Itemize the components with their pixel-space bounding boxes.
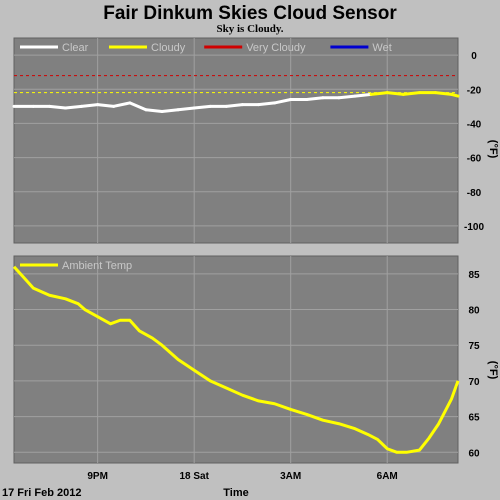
- ambient-y-tick-label: 65: [468, 413, 480, 424]
- sky-temp-panel: Clear Cloudy Very Cloudy Wet 0 -20 -40 -60 -80 -…: [12, 37, 499, 244]
- sky-temp-segment: [144, 108, 164, 113]
- sky-temp-segment: [369, 91, 389, 96]
- sky-temp-segment: [160, 108, 180, 113]
- x-tick-label: 3AM: [280, 471, 301, 482]
- sky-thresholds: [14, 75, 458, 94]
- sky-y-axis-label: (°F): [487, 140, 499, 159]
- x-tick-label: 18 Sat: [179, 471, 209, 482]
- x-axis-label: Time: [223, 487, 248, 499]
- sky-y-ticks: 0 -20 -40 -60 -80 -100: [464, 51, 484, 233]
- sky-temp-segment: [273, 98, 293, 105]
- legend-label-wet: Wet: [372, 42, 391, 54]
- sky-temp-segment: [385, 91, 405, 96]
- ambient-series: [12, 265, 460, 454]
- ambient-plot-area: [13, 255, 459, 464]
- ambient-y-tick-label: 60: [468, 448, 480, 459]
- ambient-y-axis-label: (°F): [487, 361, 499, 380]
- legend-label-clear: Clear: [62, 42, 89, 54]
- sky-temp-segment: [257, 101, 277, 107]
- ambient-legend: Ambient Temp: [20, 260, 132, 272]
- sky-y-tick-label: -20: [467, 85, 482, 96]
- sky-y-tick-label: -60: [467, 154, 482, 165]
- legend-label-ambient-temp: Ambient Temp: [62, 260, 132, 272]
- sky-temp-segment: [47, 104, 67, 110]
- sky-temp-segment: [224, 103, 244, 108]
- ambient-y-ticks: 85 80 75 70 65 60: [468, 270, 480, 459]
- chart-subtitle: Sky is Cloudy.: [217, 23, 284, 35]
- sky-y-tick-label: 0: [471, 51, 477, 62]
- sky-plot-area: [13, 37, 459, 244]
- sky-temp-segment: [305, 96, 325, 101]
- sky-temp-segment: [63, 104, 84, 110]
- sky-temp-segment: [433, 91, 454, 96]
- sky-temp-segment: [450, 92, 460, 98]
- sky-temp-segment: [192, 104, 212, 110]
- legend-label-very-cloudy: Very Cloudy: [246, 42, 306, 54]
- ambient-temp-panel: Ambient Temp 85 80 75 70 65 60 (°F): [12, 255, 499, 464]
- x-ticks: 9PM 18 Sat 3AM 6AM: [87, 471, 397, 482]
- ambient-y-tick-label: 80: [468, 306, 480, 317]
- sky-y-tick-label: -40: [467, 119, 482, 130]
- sky-series: [12, 91, 460, 113]
- sky-temp-segment: [128, 101, 148, 112]
- ambient-y-tick-label: 75: [468, 341, 480, 352]
- sky-y-tick-label: -80: [467, 188, 482, 199]
- ambient-y-tick-label: 85: [468, 270, 480, 281]
- legend-label-cloudy: Cloudy: [151, 42, 186, 54]
- ambient-y-tick-label: 70: [468, 377, 480, 388]
- sky-legend: Clear Cloudy Very Cloudy Wet: [20, 42, 392, 54]
- x-tick-label: 6AM: [377, 471, 398, 482]
- x-tick-label: 9PM: [87, 471, 108, 482]
- sky-temp-segment: [96, 103, 116, 108]
- chart-title: Fair Dinkum Skies Cloud Sensor: [103, 3, 397, 24]
- sky-y-tick-label: -100: [464, 222, 484, 233]
- date-label: 17 Fri Feb 2012: [2, 487, 82, 499]
- sky-temp-segment: [80, 103, 100, 108]
- sky-temp-segment: [112, 101, 132, 108]
- sky-temp-segment: [401, 91, 421, 96]
- ambient-temp-line: [12, 265, 460, 454]
- sky-temp-segment: [176, 106, 196, 112]
- ambient-grid: [14, 256, 458, 463]
- sky-temp-segment: [353, 92, 373, 98]
- sky-temp-segment: [337, 94, 357, 100]
- sky-grid: [14, 38, 458, 243]
